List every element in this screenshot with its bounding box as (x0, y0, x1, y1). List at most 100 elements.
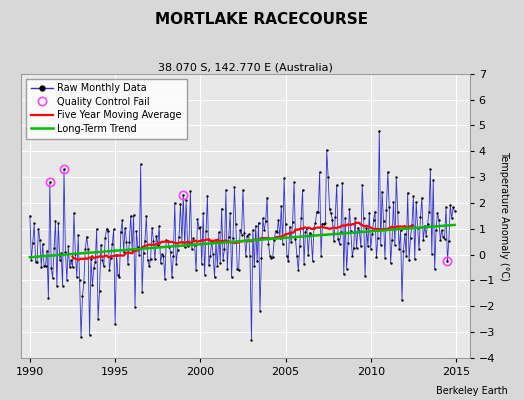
Point (91, 259, 100, 266)
Point (190, 242, 199, 249)
Point (254, 219, 263, 226)
Point (399, 248, 408, 254)
Point (440, 236, 449, 242)
Point (240, 230, 248, 236)
Point (236, 226, 244, 233)
Point (307, 231, 315, 238)
Point (77, 334, 85, 340)
Point (139, 250, 148, 256)
Point (63, 276, 71, 283)
Point (233, 266, 242, 272)
Point (332, 182, 341, 188)
Point (154, 242, 162, 248)
Point (305, 229, 314, 236)
Point (379, 218, 388, 225)
Point (40, 263, 48, 270)
Point (429, 176, 438, 183)
Point (165, 243, 173, 250)
Point (314, 209, 322, 215)
Point (219, 256, 227, 263)
Point (222, 187, 230, 193)
Point (438, 227, 446, 234)
Point (280, 175, 288, 181)
Point (445, 237, 453, 244)
Point (304, 252, 312, 259)
Point (58, 283, 67, 289)
Point (331, 214, 340, 220)
Point (423, 221, 432, 228)
Point (100, 263, 108, 270)
Point (394, 209, 402, 216)
Point (90, 265, 98, 271)
Point (111, 321, 119, 328)
Point (30, 220, 38, 227)
Point (359, 215, 368, 221)
Point (345, 206, 354, 212)
Point (110, 226, 118, 233)
Point (128, 247, 136, 254)
Point (377, 242, 385, 248)
Point (29, 240, 37, 246)
Point (385, 204, 394, 210)
Point (395, 246, 403, 253)
Point (435, 217, 443, 223)
Point (325, 206, 334, 213)
Point (411, 256, 419, 263)
Point (330, 238, 338, 244)
Point (430, 266, 439, 272)
Point (36, 236, 44, 243)
Point (263, 194, 271, 201)
Point (41, 263, 50, 270)
Text: Berkeley Earth: Berkeley Earth (436, 386, 508, 396)
Point (47, 265, 56, 271)
Point (367, 246, 375, 252)
Point (446, 202, 454, 209)
Point (348, 253, 356, 260)
Point (324, 174, 332, 180)
Point (168, 274, 176, 281)
Point (266, 252, 274, 259)
Point (156, 260, 165, 266)
Point (361, 273, 369, 279)
Point (195, 225, 203, 231)
Point (281, 221, 290, 227)
Point (112, 252, 121, 258)
Point (279, 240, 287, 247)
Point (148, 225, 156, 231)
Point (276, 235, 284, 241)
Point (323, 147, 331, 153)
Point (381, 255, 389, 261)
Point (117, 229, 125, 236)
Point (442, 204, 450, 210)
Point (364, 243, 372, 249)
Point (46, 179, 54, 186)
Point (213, 263, 222, 270)
Point (290, 179, 298, 186)
Point (185, 240, 193, 247)
Point (142, 213, 150, 219)
Point (85, 332, 94, 338)
Point (439, 234, 447, 240)
Point (61, 249, 70, 255)
Point (81, 246, 90, 252)
Point (311, 220, 320, 226)
Point (296, 243, 304, 250)
Point (101, 235, 110, 241)
Point (208, 238, 216, 244)
Point (372, 254, 380, 260)
Point (74, 232, 82, 239)
Point (426, 166, 434, 172)
Point (138, 289, 146, 296)
Point (50, 245, 58, 252)
Point (229, 234, 237, 241)
Point (401, 231, 409, 238)
Point (342, 265, 351, 272)
Point (391, 242, 399, 248)
Title: 38.070 S, 142.770 E (Australia): 38.070 S, 142.770 E (Australia) (158, 63, 333, 73)
Point (409, 193, 418, 200)
Point (242, 252, 250, 259)
Point (402, 253, 410, 259)
Point (119, 248, 128, 255)
Point (315, 169, 324, 175)
Point (78, 293, 86, 300)
